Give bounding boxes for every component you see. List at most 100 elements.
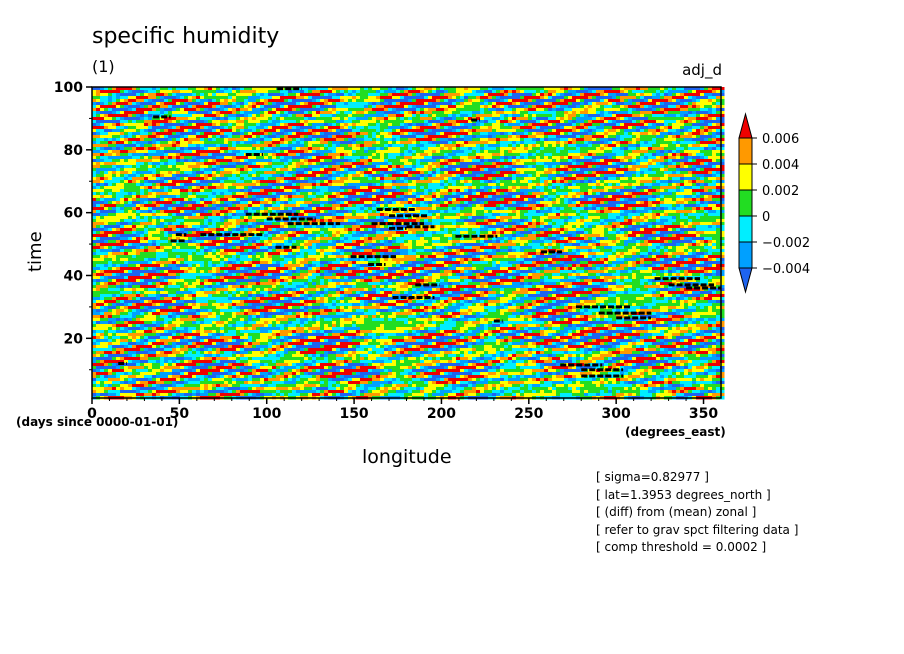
heat-cell bbox=[460, 123, 465, 127]
heat-cell bbox=[128, 132, 133, 136]
heat-cell bbox=[304, 126, 309, 130]
heat-cell bbox=[168, 180, 173, 184]
heat-cell bbox=[236, 165, 241, 169]
heat-cell bbox=[256, 165, 261, 169]
heat-cell bbox=[156, 150, 161, 154]
heat-cell bbox=[488, 144, 493, 148]
heat-cell bbox=[684, 111, 689, 115]
heat-cell bbox=[464, 177, 469, 181]
heat-cell bbox=[192, 138, 197, 142]
heat-cell bbox=[120, 99, 125, 103]
heat-cell bbox=[436, 180, 441, 184]
heat-cell bbox=[668, 120, 673, 124]
heat-cell bbox=[100, 120, 105, 124]
heat-cell bbox=[644, 123, 649, 127]
heat-cell bbox=[160, 144, 165, 148]
heat-cell bbox=[684, 162, 689, 166]
heat-cell bbox=[492, 153, 497, 157]
heat-cell bbox=[312, 129, 317, 133]
heat-cell bbox=[408, 168, 413, 172]
heat-cell bbox=[360, 129, 365, 133]
heat-cell bbox=[532, 141, 537, 145]
heat-cell bbox=[208, 147, 213, 151]
heat-cell bbox=[456, 168, 461, 172]
heat-cell bbox=[616, 108, 621, 112]
heat-cell bbox=[304, 114, 309, 118]
heat-cell bbox=[372, 135, 377, 139]
heat-cell bbox=[580, 93, 585, 97]
heat-cell bbox=[444, 108, 449, 112]
heat-cell bbox=[564, 90, 569, 94]
heat-cell bbox=[356, 174, 361, 178]
heat-cell bbox=[144, 90, 149, 94]
heat-cell bbox=[452, 93, 457, 97]
heat-cell bbox=[388, 174, 393, 178]
heat-cell bbox=[520, 174, 525, 178]
heat-cell bbox=[712, 96, 717, 100]
heat-cell bbox=[304, 123, 309, 127]
heat-cell bbox=[524, 108, 529, 112]
heat-cell bbox=[708, 165, 713, 169]
heat-cell bbox=[156, 147, 161, 151]
heat-cell bbox=[240, 108, 245, 112]
heat-cell bbox=[536, 114, 541, 118]
heat-cell bbox=[628, 153, 633, 157]
heat-cell bbox=[668, 150, 673, 154]
heat-cell bbox=[352, 162, 357, 166]
heat-cell bbox=[480, 87, 485, 91]
heat-cell bbox=[704, 90, 709, 94]
heat-cell bbox=[492, 177, 497, 181]
heat-cell bbox=[584, 135, 589, 139]
heat-cell bbox=[112, 120, 117, 124]
heat-cell bbox=[160, 93, 165, 97]
heat-cell bbox=[540, 117, 545, 121]
heat-cell bbox=[452, 141, 457, 145]
heat-cell bbox=[244, 180, 249, 184]
heat-cell bbox=[468, 105, 473, 109]
heat-cell bbox=[484, 141, 489, 145]
heat-cell bbox=[656, 102, 661, 106]
heat-cell bbox=[436, 108, 441, 112]
heat-cell bbox=[664, 168, 669, 172]
heat-cell bbox=[292, 111, 297, 115]
heat-cell bbox=[680, 120, 685, 124]
heat-cell bbox=[212, 93, 217, 97]
heat-cell bbox=[220, 126, 225, 130]
heat-cell bbox=[184, 153, 189, 157]
heat-cell bbox=[248, 129, 253, 133]
heat-cell bbox=[580, 144, 585, 148]
heat-cell bbox=[320, 120, 325, 124]
heat-cell bbox=[720, 96, 725, 100]
heat-cell bbox=[536, 138, 541, 142]
heat-cell bbox=[212, 180, 217, 184]
heat-cell bbox=[136, 180, 141, 184]
heat-cell bbox=[512, 141, 517, 145]
heat-cell bbox=[260, 108, 265, 112]
heat-cell bbox=[692, 126, 697, 130]
heat-cell bbox=[708, 93, 713, 97]
heat-cell bbox=[100, 141, 105, 145]
heat-cell bbox=[616, 171, 621, 175]
heat-cell bbox=[220, 162, 225, 166]
heat-cell bbox=[352, 171, 357, 175]
heat-cell bbox=[480, 180, 485, 184]
heat-cell bbox=[364, 96, 369, 100]
heat-cell bbox=[464, 90, 469, 94]
heat-cell bbox=[360, 135, 365, 139]
heat-cell bbox=[536, 156, 541, 160]
heat-cell bbox=[184, 90, 189, 94]
heat-cell bbox=[652, 108, 657, 112]
heat-cell bbox=[304, 129, 309, 133]
heat-cell bbox=[576, 99, 581, 103]
heat-cell bbox=[296, 108, 301, 112]
heat-cell bbox=[328, 111, 333, 115]
heat-cell bbox=[600, 153, 605, 157]
heat-cell bbox=[276, 123, 281, 127]
heat-cell bbox=[556, 132, 561, 136]
heat-cell bbox=[556, 150, 561, 154]
heat-cell bbox=[336, 123, 341, 127]
heat-cell bbox=[460, 144, 465, 148]
heat-cell bbox=[132, 177, 137, 181]
heat-cell bbox=[208, 105, 213, 109]
heat-cell bbox=[688, 90, 693, 94]
